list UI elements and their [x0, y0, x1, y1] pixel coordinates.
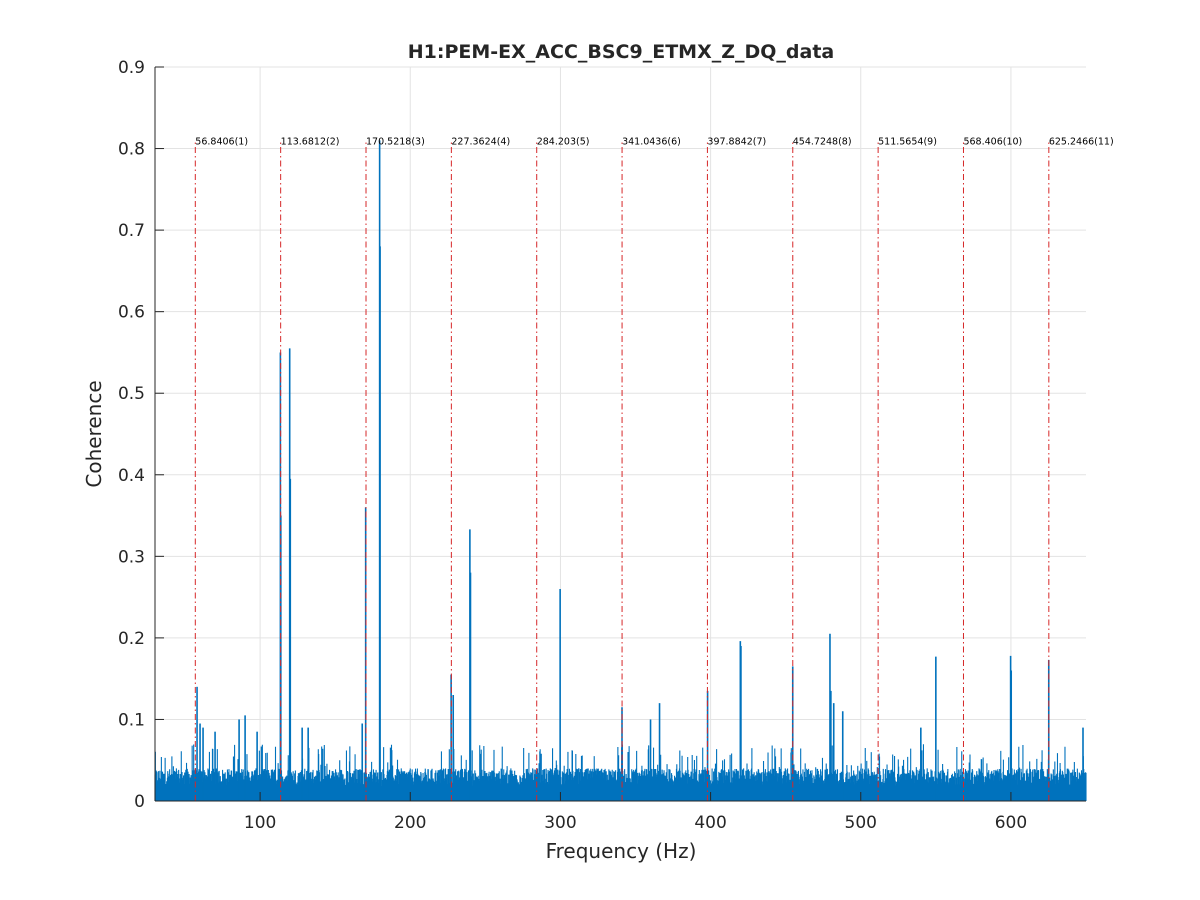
x-tick-label: 400: [694, 813, 726, 833]
axes: [154, 66, 1086, 802]
y-tick-label: 0.7: [118, 221, 145, 241]
y-tick-label: 0.1: [118, 710, 145, 730]
y-tick-label: 0.3: [118, 547, 145, 567]
harmonic-marker-label: 56.8406(1): [195, 136, 248, 147]
harmonic-marker-label: 113.6812(2): [281, 136, 340, 147]
y-tick-label: 0.5: [118, 384, 145, 404]
x-axis-label: Frequency (Hz): [546, 839, 697, 863]
y-tick-label: 0.8: [118, 140, 145, 160]
x-tick-label: 500: [845, 813, 877, 833]
harmonic-marker-label: 170.5218(3): [366, 136, 425, 147]
y-tick-label: 0.2: [118, 629, 145, 649]
chart-title: H1:PEM-EX_ACC_BSC9_ETMX_Z_DQ_data: [408, 41, 835, 63]
x-tick-label: 600: [995, 813, 1027, 833]
y-tick-label: 0.4: [118, 466, 145, 486]
harmonic-marker-label: 227.3624(4): [451, 136, 510, 147]
peak-bars: [196, 140, 1084, 801]
y-tick-label: 0.9: [118, 58, 145, 78]
harmonic-marker-label: 341.0436(6): [622, 136, 681, 147]
x-tick-label: 300: [544, 813, 576, 833]
harmonic-marker-label: 397.8842(7): [707, 136, 766, 147]
harmonic-marker-label: 625.2466(11): [1049, 136, 1114, 147]
y-tick-label: 0: [134, 792, 145, 812]
y-tick-label: 0.6: [118, 303, 145, 323]
x-tick-label: 100: [244, 813, 276, 833]
harmonic-marker-label: 568.406(10): [963, 136, 1022, 147]
harmonic-markers: 56.8406(1) 113.6812(2) 170.5218(3) 227.3624…: [194, 136, 1114, 801]
plot-area: [155, 67, 1086, 801]
harmonic-marker-label: 511.5654(9): [878, 136, 937, 147]
grid: [155, 66, 1086, 802]
harmonic-marker-label: 284.203(5): [537, 136, 590, 147]
y-axis-label: Coherence: [82, 380, 106, 487]
harmonic-marker-label: 454.7248(8): [793, 136, 852, 147]
x-tick-label: 200: [394, 813, 426, 833]
tick-labels: 100 200 300 400 500 600 0 0.1 0.2 0.3 0.4 0.5 0.6 0.7…: [118, 58, 1027, 833]
